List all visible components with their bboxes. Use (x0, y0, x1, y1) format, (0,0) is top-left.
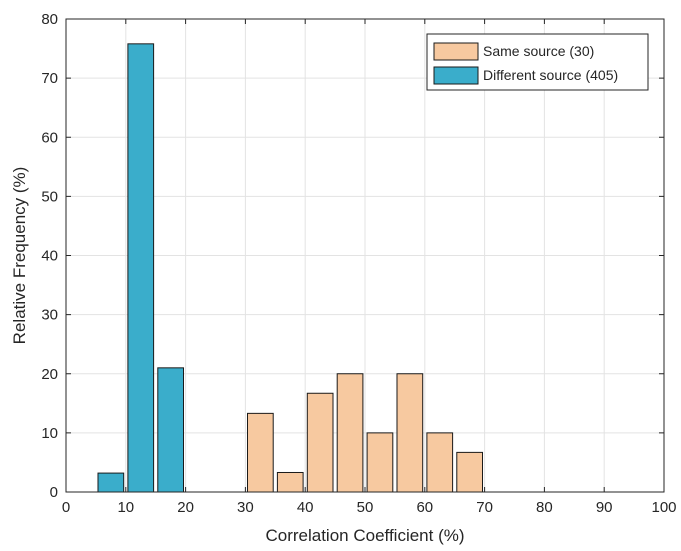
y-tick-label: 0 (50, 484, 58, 501)
x-tick-label: 100 (651, 499, 676, 516)
x-tick-label: 60 (416, 499, 433, 516)
x-tick-label: 50 (357, 499, 374, 516)
histogram-bar (306, 392, 334, 493)
x-tick-label: 0 (62, 499, 70, 516)
y-tick-label: 10 (41, 425, 58, 442)
bars-group (97, 43, 484, 493)
x-tick-label: 40 (297, 499, 314, 516)
legend-label: Different source (405) (483, 67, 618, 83)
histogram-bar (336, 373, 364, 493)
histogram-bar (276, 471, 304, 493)
x-tick-label: 80 (536, 499, 553, 516)
y-tick-label: 40 (41, 248, 58, 265)
y-axis-label: Relative Frequency (%) (10, 167, 29, 345)
legend-label: Same source (30) (483, 43, 594, 59)
histogram-bar (97, 472, 125, 493)
legend-swatch (433, 66, 479, 85)
histogram-bar (246, 412, 274, 493)
y-tick-label: 20 (41, 366, 58, 383)
x-axis-label: Correlation Coefficient (%) (265, 526, 464, 545)
histogram-bar (366, 432, 394, 493)
x-tick-label: 20 (177, 499, 194, 516)
y-tick-label: 80 (41, 11, 58, 28)
y-tick-label: 70 (41, 70, 58, 87)
y-tick-label: 50 (41, 188, 58, 205)
histogram-bar (127, 43, 155, 493)
x-tick-label: 70 (476, 499, 493, 516)
histogram-bar (456, 451, 484, 493)
x-tick-label: 30 (237, 499, 254, 516)
y-tick-label: 30 (41, 307, 58, 324)
histogram-bar (157, 367, 185, 493)
y-tick-label: 60 (41, 129, 58, 146)
histogram-bar (396, 373, 424, 493)
legend: Same source (30) Different source (405) (426, 33, 649, 91)
x-tick-label: 90 (596, 499, 613, 516)
x-tick-label: 10 (117, 499, 134, 516)
axis-ticks: 0 10 20 30 40 50 60 70 80 90 100 0 10 20 30 40 50 60 70 80 (41, 11, 676, 516)
histogram-bar (426, 432, 454, 493)
legend-swatch (433, 42, 479, 61)
